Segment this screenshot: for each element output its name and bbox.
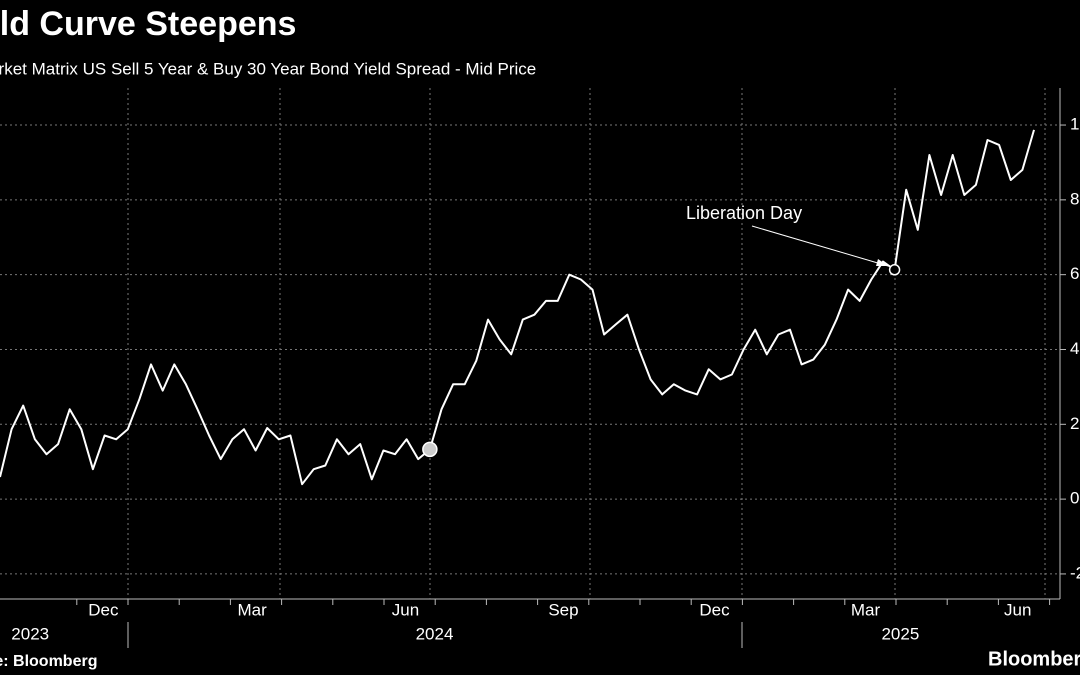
series-line bbox=[0, 129, 1035, 486]
y-tick-label: -20 bbox=[1070, 563, 1080, 582]
x-tick-label: Jun bbox=[392, 600, 419, 619]
x-group-label: 2025 bbox=[881, 624, 919, 643]
chart-subtitle: Bloomberg Market Matrix US Sell 5 Year &… bbox=[0, 59, 536, 78]
y-tick-label: 60 bbox=[1070, 264, 1080, 283]
x-tick-label: Mar bbox=[851, 600, 881, 619]
chart-title: Yield Curve Steepens bbox=[0, 5, 296, 43]
annotation-arrow bbox=[751, 225, 889, 267]
highlight-point bbox=[422, 441, 438, 458]
brand: Bloomberg bbox=[988, 648, 1080, 670]
y-tick-label: 20 bbox=[1070, 414, 1080, 433]
x-tick-label: Jun bbox=[1004, 600, 1031, 619]
quarter-grid bbox=[127, 88, 1046, 599]
x-tick-label: Sep bbox=[548, 600, 578, 619]
x-group-label: 2023 bbox=[11, 624, 49, 643]
y-tick-label: 0 bbox=[1070, 489, 1079, 508]
y-tick-label: 100 bbox=[1070, 115, 1080, 134]
annotation: Liberation Day bbox=[686, 203, 802, 223]
highlight-point bbox=[888, 264, 901, 276]
y-tick-label: 40 bbox=[1070, 339, 1080, 358]
y-tick-label: 80 bbox=[1070, 189, 1080, 208]
x-tick-label: Dec bbox=[88, 600, 119, 619]
source: Source: Bloomberg bbox=[0, 653, 97, 670]
x-tick-label: Mar bbox=[237, 600, 267, 619]
x-tick-label: Dec bbox=[699, 600, 730, 619]
x-group-label: 2024 bbox=[416, 624, 454, 643]
